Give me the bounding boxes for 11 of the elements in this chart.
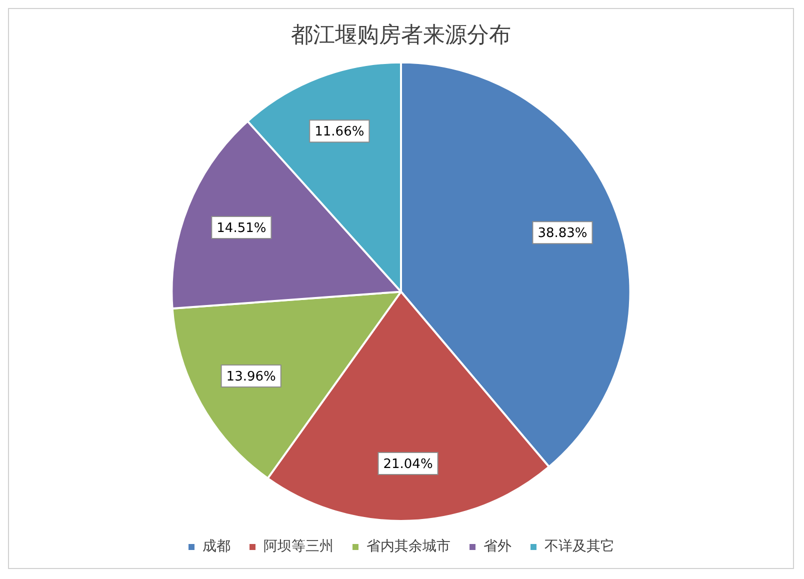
legend-label: 省外 [484, 538, 512, 555]
data-label: 38.83% [538, 226, 588, 241]
data-label: 13.96% [226, 369, 276, 384]
data-label: 11.66% [314, 124, 364, 140]
chart-title: 都江堰购房者来源分布 [291, 22, 511, 48]
legend-label: 不详及其它 [544, 538, 614, 555]
legend-label: 成都 [202, 538, 230, 555]
legend-label: 省内其余城市 [366, 538, 450, 555]
data-label: 21.04% [383, 456, 433, 472]
data-label: 14.51% [216, 220, 266, 236]
legend-label: 阿坝等三州 [264, 538, 334, 555]
